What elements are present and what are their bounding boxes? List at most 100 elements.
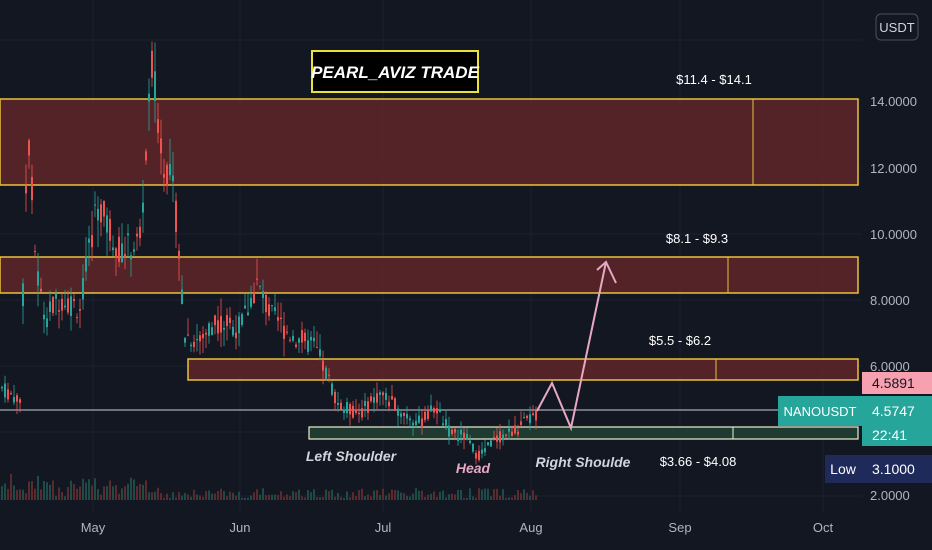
zone-label-4: $3.66 - $4.08 <box>660 454 737 469</box>
volume-bar <box>145 480 147 500</box>
volume-bar <box>88 479 90 500</box>
volume-bar <box>265 495 267 500</box>
candle-body <box>388 401 390 407</box>
volume-bar <box>475 497 477 500</box>
volume-bar <box>502 489 504 500</box>
candle-body <box>337 402 339 405</box>
candle-body <box>10 393 12 395</box>
volume-bar <box>7 488 9 500</box>
candle-body <box>454 429 456 433</box>
x-tick-jun: Jun <box>230 520 251 535</box>
candle-body <box>43 314 45 320</box>
volume-bar <box>40 489 42 500</box>
volume-bar <box>25 493 27 500</box>
y-tick-6: 6.0000 <box>870 359 910 374</box>
candle-body <box>496 435 498 442</box>
candle-body <box>400 413 402 417</box>
volume-bar <box>508 497 510 500</box>
candle-body <box>316 347 318 349</box>
candle-body <box>25 185 27 194</box>
candle-body <box>307 340 309 352</box>
volume-bar <box>187 494 189 500</box>
candle-body <box>277 317 279 321</box>
volume-bar <box>193 489 195 500</box>
candle-body <box>220 315 222 333</box>
volume-bar <box>505 497 507 500</box>
volume-bar <box>253 492 255 500</box>
low-tag-value: 3.1000 <box>872 461 915 477</box>
candle-body <box>448 425 450 437</box>
volume-bar <box>535 495 537 500</box>
volume-bar <box>388 493 390 500</box>
zone-label-1: $11.4 - $14.1 <box>676 72 752 87</box>
candle-body <box>322 360 324 371</box>
candle-body <box>151 50 153 78</box>
volume-bar <box>304 497 306 500</box>
currency-button[interactable] <box>875 13 919 41</box>
volume-bar <box>340 496 342 500</box>
volume-bar <box>286 494 288 500</box>
candle-body <box>319 349 321 357</box>
candle-body <box>247 312 249 316</box>
volume-bar <box>364 496 366 500</box>
candle-body <box>142 202 144 213</box>
volume-bar <box>448 494 450 500</box>
candle-body <box>4 383 6 398</box>
volume-bar <box>262 488 264 500</box>
candle-body <box>310 336 312 341</box>
volume-bar <box>79 486 81 500</box>
volume-bar <box>175 497 177 500</box>
volume-bar <box>154 491 156 500</box>
volume-bar <box>142 484 144 500</box>
volume-bar <box>112 486 114 500</box>
candle-body <box>433 408 435 413</box>
volume-bar <box>190 496 192 500</box>
candle-body <box>325 367 327 379</box>
candle-body <box>358 412 360 415</box>
volume-bar <box>451 493 453 500</box>
volume-bar <box>394 490 396 500</box>
volume-bar <box>280 491 282 500</box>
volume-bar <box>367 494 369 500</box>
volume-bar <box>331 489 333 500</box>
currency-label[interactable]: USDT <box>879 20 914 35</box>
candle-body <box>16 395 18 402</box>
projection-path <box>536 261 607 432</box>
upper-price-value: 4.5891 <box>872 375 915 391</box>
candle-body <box>391 396 393 400</box>
symbol-label: NANOUSDT <box>784 404 857 419</box>
candle-body <box>265 294 267 313</box>
candle-body <box>430 405 432 412</box>
candle-body <box>13 396 15 403</box>
candle-body <box>232 326 234 336</box>
volume-bar <box>346 491 348 500</box>
candle-body <box>514 425 516 434</box>
volume-bar <box>439 491 441 500</box>
candle-body <box>37 271 39 286</box>
candle-body <box>214 315 216 326</box>
volume-bar <box>163 497 165 500</box>
candle-body <box>409 418 411 421</box>
candle-body <box>205 332 207 335</box>
candle-body <box>298 338 300 343</box>
title-box <box>311 50 479 93</box>
candle-body <box>112 247 114 251</box>
volume-bar <box>436 497 438 500</box>
candle-body <box>469 440 471 443</box>
candle-body <box>490 440 492 447</box>
volume-bar <box>283 496 285 500</box>
volume-bar <box>235 495 237 500</box>
head-label: Head <box>456 460 491 476</box>
zone-label-2: $8.1 - $9.3 <box>666 231 728 246</box>
volume-bar <box>418 490 420 500</box>
candle-body <box>217 320 219 334</box>
volume-bar <box>67 486 69 500</box>
candle-body <box>505 434 507 436</box>
volume-bar <box>385 495 387 500</box>
low-tag-label-box <box>825 455 862 483</box>
volume-bar <box>457 489 459 500</box>
volume-bar <box>454 494 456 500</box>
candle-body <box>160 138 162 154</box>
volume-bar <box>349 497 351 500</box>
volume-bar <box>466 497 468 500</box>
